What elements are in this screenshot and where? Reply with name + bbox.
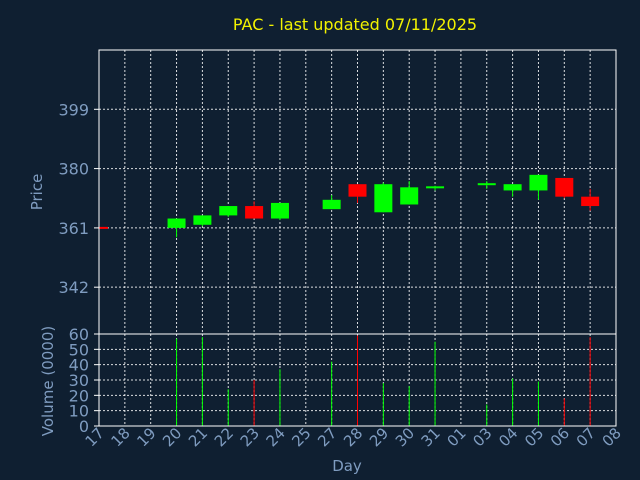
x-tick-label: 27 [314,424,340,450]
candle-body [374,184,393,213]
x-tick-label: 21 [185,424,211,450]
chart-title: PAC - last updated 07/11/2025 [233,15,477,34]
candle-body [99,226,108,229]
x-tick-label: 24 [263,424,289,450]
candle-body [555,177,574,197]
candle-body [193,215,212,225]
x-tick-label: 07 [573,424,599,450]
x-tick-label: 25 [288,424,314,450]
price-tick-label: 399 [58,100,89,119]
x-tick-label: 28 [340,424,366,450]
candle-body [270,202,289,219]
candle-body [477,183,496,186]
volume-tick-label: 0 [79,417,89,436]
volume-bars [176,335,591,426]
price-tick-label: 380 [58,160,89,179]
price-tick-label: 361 [58,219,89,238]
candle-body [400,187,419,205]
volume-tick-label: 60 [69,325,89,344]
price-candles [98,174,600,238]
volume-tick-label: 50 [69,340,89,359]
candle-body [219,206,238,216]
volume-tick-label: 10 [69,402,89,421]
x-tick-label: 22 [211,424,237,450]
volume-panel-frame [98,333,617,427]
x-tick-label: 04 [495,424,521,450]
volume-tick-label: 20 [69,386,89,405]
candle-body [348,184,367,197]
candle-body [581,196,600,207]
x-tick-label: 03 [469,424,495,450]
x-tick-label: 29 [366,424,392,450]
x-tick-label: 31 [418,424,444,450]
volume-tick-label: 40 [69,356,89,375]
price-axis-label: Price [28,174,46,211]
candle-body [245,206,264,219]
price-tick-label: 342 [58,278,89,297]
x-tick-label: 20 [159,424,185,450]
x-tick-label: 18 [107,424,133,450]
x-axis-label: Day [332,457,362,475]
x-tick-label: 19 [133,424,159,450]
x-tick-label: 30 [392,424,418,450]
x-tick-label: 05 [521,424,547,450]
x-tick-label: 01 [443,424,469,450]
volume-axis-label: Volume (0000) [39,326,57,436]
candle-body [167,218,186,228]
candle-body [322,199,341,210]
candle-body [503,184,522,191]
candle-body [529,174,548,191]
x-tick-labels: 17 18 19 20 21 22 23 24 25 27 28 29 30 31 01 03 04 05 06 07… [82,424,625,450]
volume-tick-label: 30 [69,371,89,390]
x-tick-label: 06 [547,424,573,450]
candle-body [426,186,445,189]
x-tick-label: 08 [599,424,625,450]
x-tick-label: 23 [237,424,263,450]
price-y-ticks: 342 361 380 399 [58,100,99,297]
